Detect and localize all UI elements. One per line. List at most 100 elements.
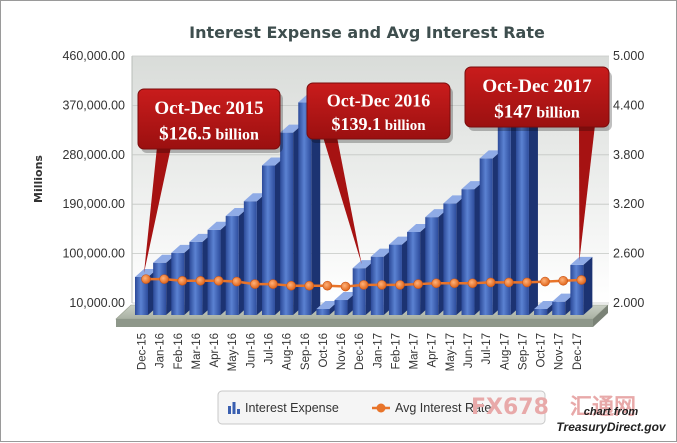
x-tick-label: Oct-16	[318, 333, 330, 368]
rate-point-jul-17	[485, 277, 496, 288]
x-tick-label: Mar-17	[409, 333, 421, 369]
watermark-logo: FX678 汇通网	[471, 395, 636, 420]
x-tick-label: Sep-17	[517, 333, 529, 370]
y2-tick-label: 2.000	[613, 296, 644, 310]
rate-point-dec-17	[576, 275, 587, 285]
y-axis-label: Millions	[32, 155, 45, 203]
x-tick-label: Jan-17	[372, 333, 384, 368]
x-tick-label: Nov-17	[554, 333, 566, 370]
callout-value: $126.5 billion	[159, 123, 259, 144]
watermark-cn: 汇通网	[570, 395, 636, 420]
x-tick-label: Jun-16	[245, 333, 257, 368]
legend-item-interest-expense[interactable]: Interest Expense	[228, 401, 339, 415]
rate-point-aug-16	[286, 280, 296, 291]
credit-line2: TreasuryDirect.gov	[556, 420, 666, 434]
x-tick-label: May-17	[445, 333, 457, 371]
callout-amount: $147	[494, 101, 533, 122]
rate-point-aug-17	[503, 277, 514, 288]
x-tick-label: May-16	[227, 333, 239, 371]
x-tick-label: Aug-16	[282, 333, 294, 370]
y2-tick-label: 3.800	[613, 148, 644, 162]
legend-label-avg-interest-rate: Avg Interest Rate	[395, 401, 491, 415]
avg-interest-rate-line	[141, 274, 587, 292]
y-tick-label: 100,000.00	[62, 247, 125, 261]
y2-tick-label: 3.200	[613, 197, 644, 211]
x-tick-label: Feb-17	[390, 333, 402, 369]
rate-point-may-17	[449, 278, 460, 289]
rate-point-mar-16	[195, 275, 206, 286]
x-tick-label: Apr-16	[209, 333, 221, 368]
callout-oct-dec-2015: Oct-Dec 2015 $126.5 billion	[137, 88, 283, 273]
x-tick-label: Jan-16	[155, 333, 167, 368]
x-tick-label: Jul-16	[263, 333, 275, 364]
callout-oct-dec-2017: Oct-Dec 2017 $147 billion	[464, 66, 612, 261]
rate-point-nov-16	[340, 281, 351, 292]
rate-point-apr-16	[213, 275, 224, 286]
legend: Interest Expense Avg Interest Rate	[217, 390, 546, 425]
callout-amount: $139.1	[331, 114, 381, 134]
rate-point-sep-16	[304, 280, 315, 291]
rate-point-dec-16	[358, 280, 369, 290]
callout-title: Oct-Dec 2017	[482, 76, 592, 97]
rate-point-may-16	[231, 276, 242, 287]
credit-line1: chart from	[584, 406, 639, 418]
y2-tick-label: 2.600	[613, 247, 644, 261]
callout-oct-dec-2016: Oct-Dec 2016 $139.1 billion	[306, 82, 453, 265]
legend-label-interest-expense: Interest Expense	[245, 401, 339, 415]
callout-title: Oct-Dec 2016	[327, 91, 430, 111]
x-tick-label: Jul-17	[481, 333, 493, 364]
y-tick-label: 10,000.00	[69, 296, 125, 310]
callout-unit: billion	[381, 118, 426, 134]
callout-unit: billion	[211, 126, 259, 143]
y-tick-label: 370,000.00	[62, 98, 125, 112]
x-tick-label: Dec-15	[137, 333, 149, 370]
rate-point-oct-17	[540, 276, 550, 287]
callout-value: $147 billion	[494, 101, 580, 122]
callouts: Oct-Dec 2015 $126.5 billion Oct-Dec 2016 $1…	[137, 66, 612, 273]
rate-point-jan-16	[159, 274, 169, 284]
chart-title: Interest Expense and Avg Interest Rate	[189, 23, 545, 42]
callout-unit: billion	[532, 104, 580, 121]
callout-value: $139.1 billion	[331, 114, 426, 134]
rate-point-apr-17	[431, 278, 442, 289]
rate-point-jun-16	[250, 279, 260, 289]
legend-item-avg-interest-rate[interactable]: Avg Interest Rate	[372, 401, 491, 415]
rate-point-jul-16	[268, 279, 278, 289]
x-tick-label: Mar-16	[191, 333, 203, 369]
y2-tick-label: 4.400	[613, 98, 644, 112]
rate-point-sep-17	[522, 277, 532, 288]
bar-dec-17	[570, 256, 593, 315]
x-tick-label: Dec-16	[354, 333, 366, 370]
rate-point-feb-16	[177, 275, 188, 286]
y-tick-label: 190,000.00	[62, 197, 125, 211]
y-axis-right: 5.000 4.400 3.800 3.200 2.600 2.000	[613, 49, 644, 310]
rate-point-nov-17	[558, 275, 569, 286]
rate-point-feb-17	[395, 280, 405, 290]
y-tick-label: 460,000.00	[62, 49, 125, 63]
x-tick-label: Dec-17	[572, 333, 584, 370]
callout-title: Oct-Dec 2015	[154, 98, 263, 119]
callout-amount: $126.5	[159, 123, 211, 144]
bar-sep-16	[298, 94, 321, 315]
x-tick-label: Aug-17	[499, 333, 511, 370]
bar-sep-17	[515, 88, 538, 315]
x-tick-label: Jun-17	[463, 333, 475, 368]
y2-tick-label: 5.000	[613, 49, 644, 63]
x-tick-label: Apr-17	[427, 333, 439, 368]
y-axis-left: 460,000.00 370,000.00 280,000.00 190,000.00…	[62, 49, 125, 310]
rate-point-oct-16	[322, 280, 333, 291]
y-tick-label: 280,000.00	[62, 148, 125, 162]
x-tick-label: Feb-16	[173, 333, 185, 369]
rate-point-dec-15	[141, 274, 151, 284]
x-tick-label: Sep-16	[300, 333, 312, 370]
x-tick-label: Nov-16	[336, 333, 348, 370]
bar-chart-icon	[228, 402, 240, 414]
watermark-fx678: FX678	[471, 395, 549, 420]
x-tick-label: Oct-17	[536, 333, 548, 368]
line-marker-icon	[372, 403, 390, 413]
rate-point-jan-17	[377, 280, 387, 290]
x-axis: Dec-15 Jan-16 Feb-16 Mar-16 Apr-16 May-16 Jun-…	[137, 333, 584, 371]
rate-point-jun-17	[467, 278, 478, 289]
